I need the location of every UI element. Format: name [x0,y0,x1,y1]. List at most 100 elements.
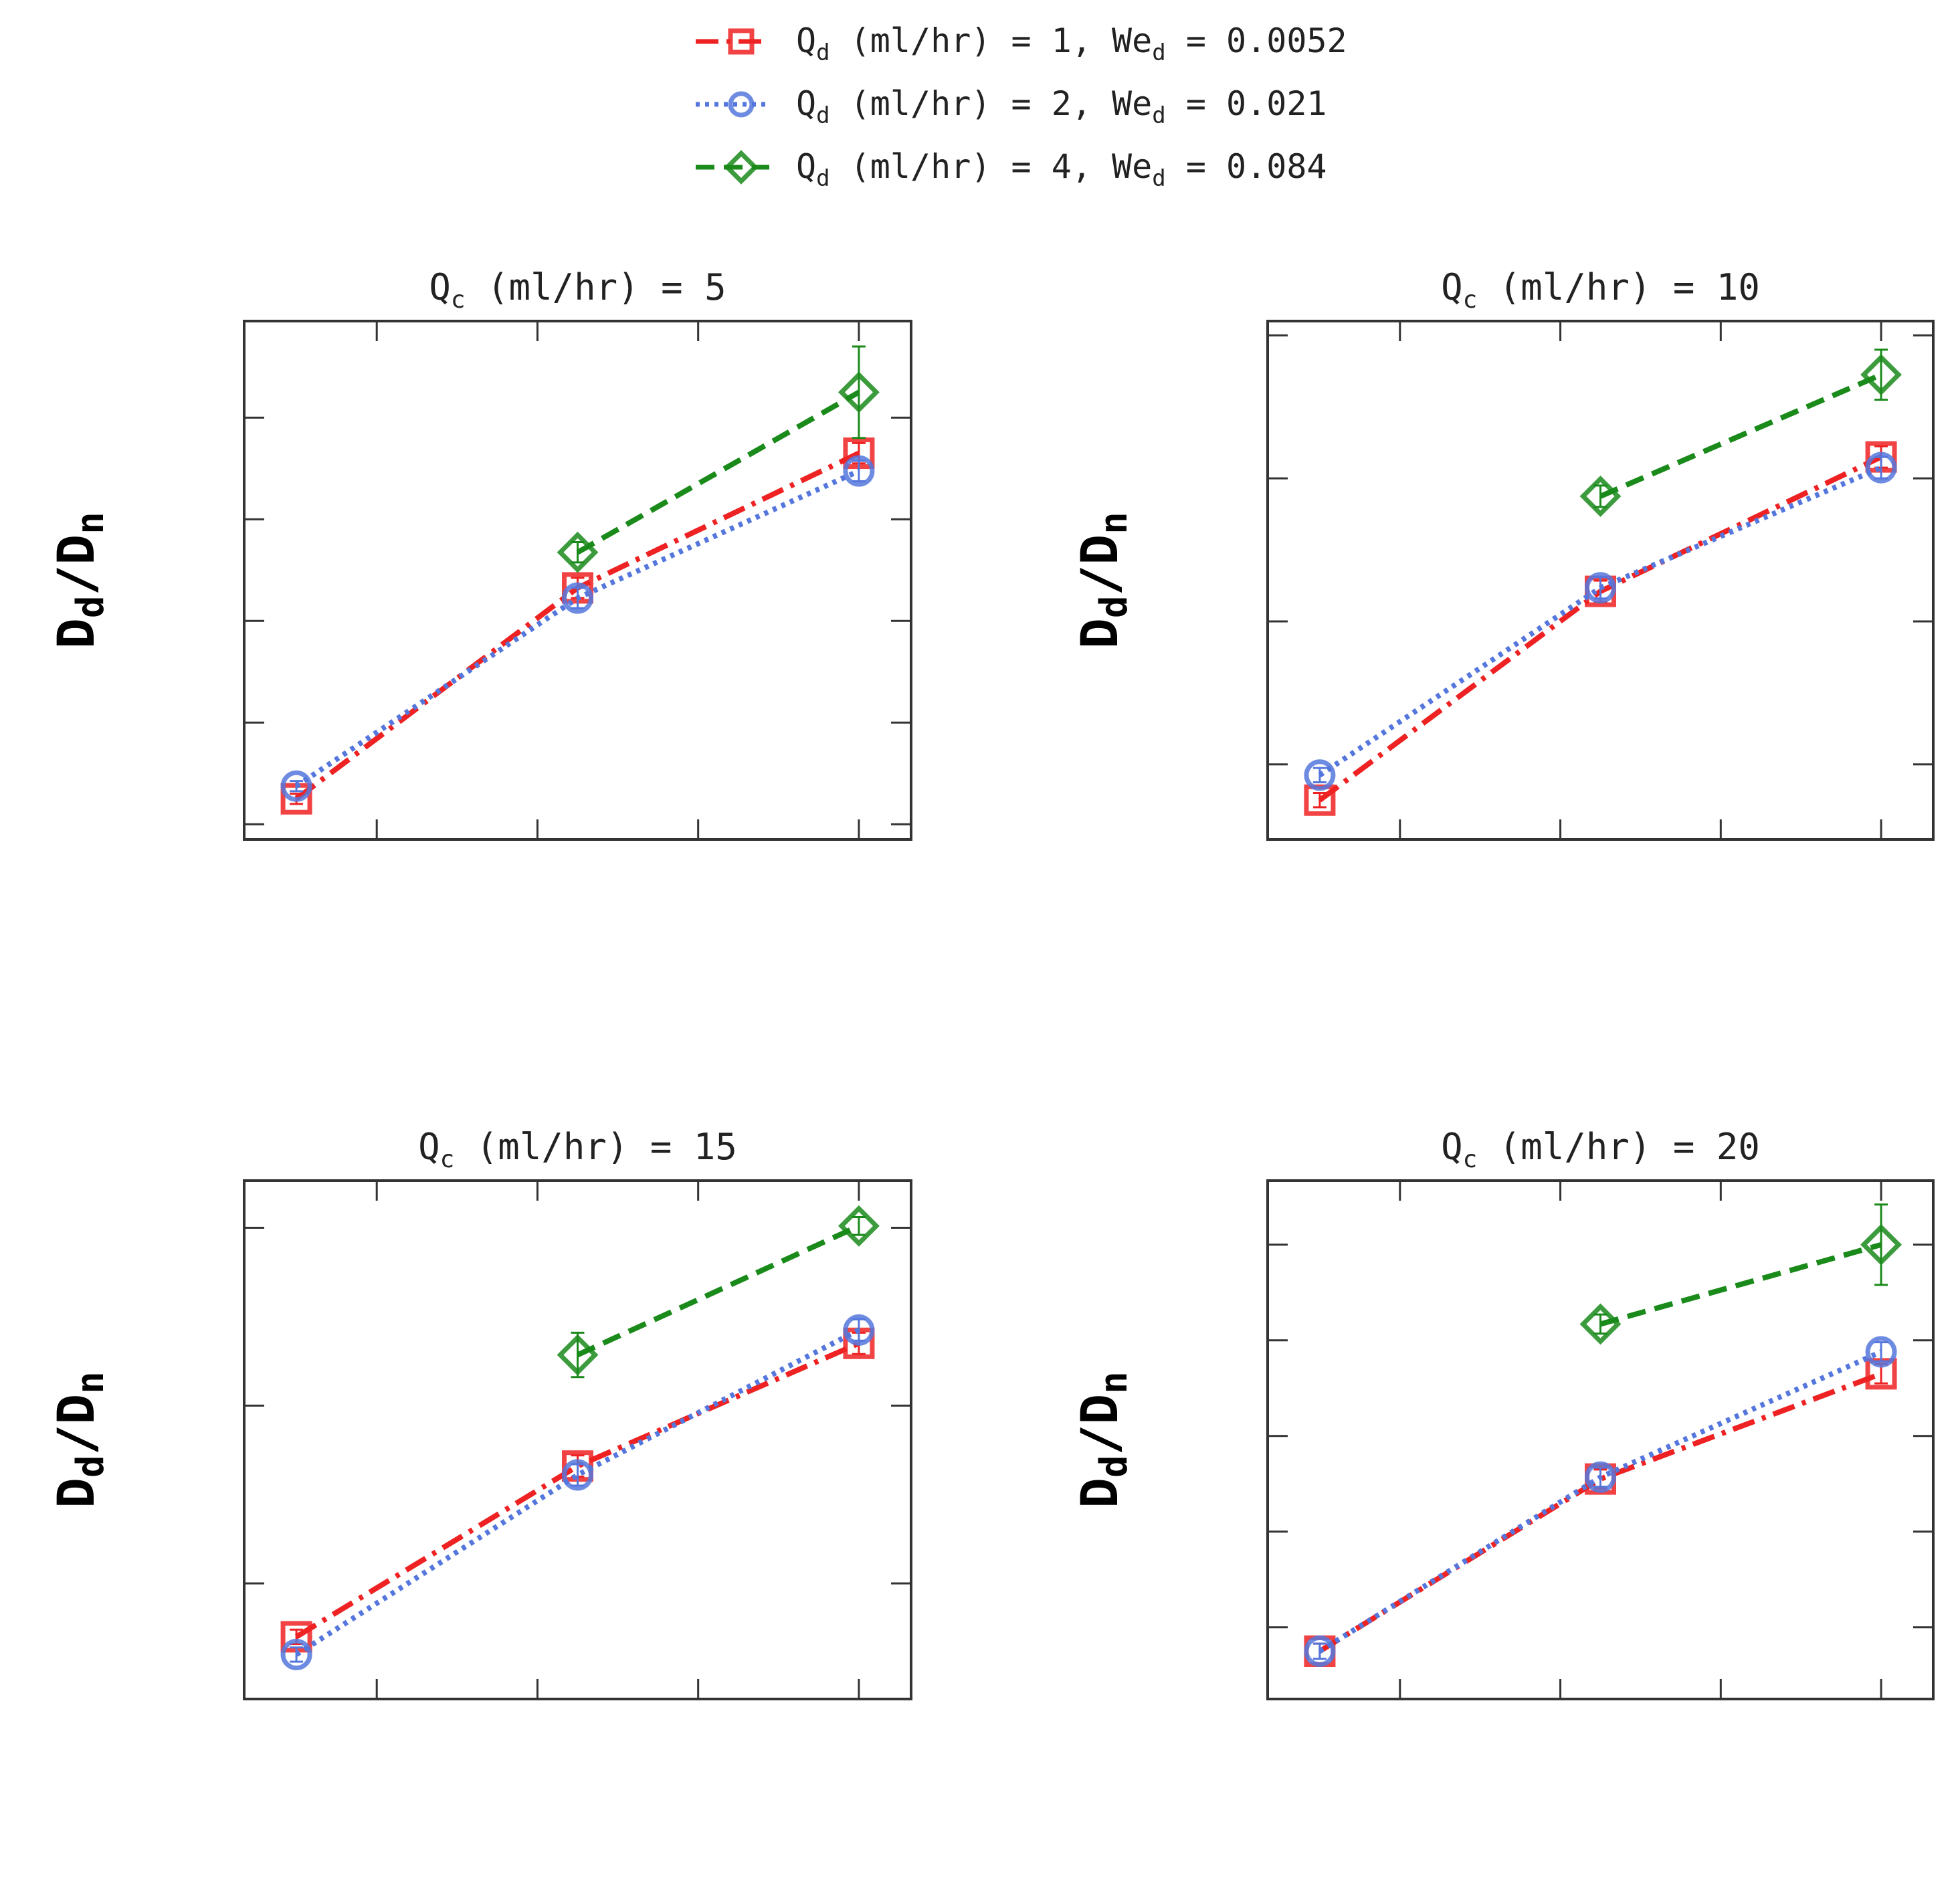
chart-title: Qc (ml/hr) = 20 [1441,1126,1760,1173]
diamond-marker [1579,1303,1622,1345]
title-subscript: c [451,286,466,314]
panel-b: Qc (ml/hr) = 10 Dd/Dn [1070,266,1935,841]
y-label-middle: /D [46,1394,106,1456]
diamond-marker [1860,1223,1902,1266]
y-label-subscript: d [69,595,112,618]
title-suffix: (ml/hr) = 5 [466,266,726,308]
plot-frame [1266,320,1935,841]
legend-label-suffix: = 0.021 [1166,84,1327,123]
y-label-subscript: d [69,1455,112,1478]
legend-item-s2: Qd (ml/hr) = 2, Wed = 0.021 [696,84,1327,129]
legend-label-subscript: d [816,165,829,192]
diamond-marker [1860,354,1902,396]
diamond-marker [1579,475,1622,517]
y-axis-label: Dd/Dn [46,1371,112,1508]
y-label-subscript: n [69,512,112,534]
circle-marker [843,1314,875,1346]
series-s3 [557,1205,880,1379]
y-label-subscript: d [1092,1455,1136,1478]
legend-label-subscript: d [816,102,829,129]
circle-marker [280,1639,312,1671]
y-label-main: D [46,1478,106,1508]
panel-c: Qc (ml/hr) = 15 Dd/Dn [46,1126,912,1700]
title-prefix: Q [1441,266,1463,308]
title-suffix: (ml/hr) = 20 [1477,1126,1760,1168]
legend-label-prefix: Q [796,147,816,186]
legend-label-suffix: = 0.0052 [1166,21,1347,60]
series-s3 [557,345,880,573]
diamond-marker [557,1334,599,1376]
chart-title: Qc (ml/hr) = 10 [1441,266,1760,314]
y-axis-label: Dd/Dn [1070,512,1136,649]
series-s2 [1304,1336,1897,1668]
legend-item-s1: Qd (ml/hr) = 1, Wed = 0.0052 [696,21,1347,66]
series-line [576,389,860,555]
circle-marker [843,455,875,487]
legend-label-suffix: = 0.084 [1166,147,1327,186]
legend-label-prefix: Q [796,84,816,123]
y-label-middle: /D [46,534,106,596]
legend-label-subscript: d [1152,165,1165,192]
title-subscript: c [440,1146,455,1173]
series-line [294,450,860,801]
series-s3 [1579,1203,1902,1345]
title-prefix: Q [429,266,451,308]
title-prefix: Q [418,1126,440,1168]
legend-label-prefix: Q [796,21,816,60]
plot-frame [243,320,912,841]
title-suffix: (ml/hr) = 15 [454,1126,737,1168]
legend-label-subscript: d [1152,39,1165,66]
y-label-main: D [46,618,106,649]
title-subscript: c [1463,1146,1478,1173]
legend-label-middle: (ml/hr) = 4, We [830,147,1153,186]
legend-label: Qd (ml/hr) = 4, Wed = 0.084 [796,147,1327,192]
y-axis-label: Dd/Dn [46,512,112,649]
series-line [1318,454,1882,803]
title-suffix: (ml/hr) = 10 [1477,266,1760,308]
legend-label-middle: (ml/hr) = 1, We [830,21,1153,60]
legend-item-s3: Qd (ml/hr) = 4, Wed = 0.084 [696,147,1327,192]
y-label-middle: /D [1070,1394,1129,1456]
y-label-subscript: n [1092,1371,1136,1394]
diamond-marker [724,150,759,185]
y-label-main: D [1070,618,1129,649]
series-line [1318,1349,1882,1654]
square-marker [728,28,755,55]
y-label-subscript: d [1092,595,1136,618]
diamond-marker [557,531,599,573]
plot-frame [243,1179,912,1700]
panel-a: Qc (ml/hr) = 5 Dd/Dn [46,266,912,841]
circle-marker [1585,572,1616,604]
circle-marker [562,582,593,614]
y-label-subscript: n [69,1371,112,1394]
circle-marker [1865,452,1897,484]
series-line [1599,372,1882,499]
series-line [295,1340,860,1639]
y-label-middle: /D [1070,534,1129,596]
diamond-marker [838,1205,880,1247]
series-s2 [280,1314,875,1671]
series-line [294,1327,860,1657]
legend-label-subscript: d [1152,102,1165,129]
chart-title: Qc (ml/hr) = 15 [418,1126,737,1173]
y-axis-label: Dd/Dn [1070,1371,1136,1508]
legend-label-middle: (ml/hr) = 2, We [830,84,1153,123]
series-line [1599,1241,1882,1327]
series-s1 [280,437,875,815]
diamond-marker [838,371,880,413]
y-label-subscript: n [1092,512,1136,534]
series-s3 [1579,348,1902,517]
panel-d: Qc (ml/hr) = 20 Dd/Dn [1070,1126,1935,1700]
title-subscript: c [1463,286,1478,314]
circle-marker [1304,1635,1336,1668]
circle-marker [1304,759,1336,791]
circle-marker [280,770,312,802]
chart-title: Qc (ml/hr) = 5 [429,266,726,314]
plot-frame [1266,1179,1935,1700]
circle-marker [562,1459,593,1491]
title-prefix: Q [1441,1126,1463,1168]
series-s2 [280,455,875,802]
series-line [1318,1371,1882,1654]
